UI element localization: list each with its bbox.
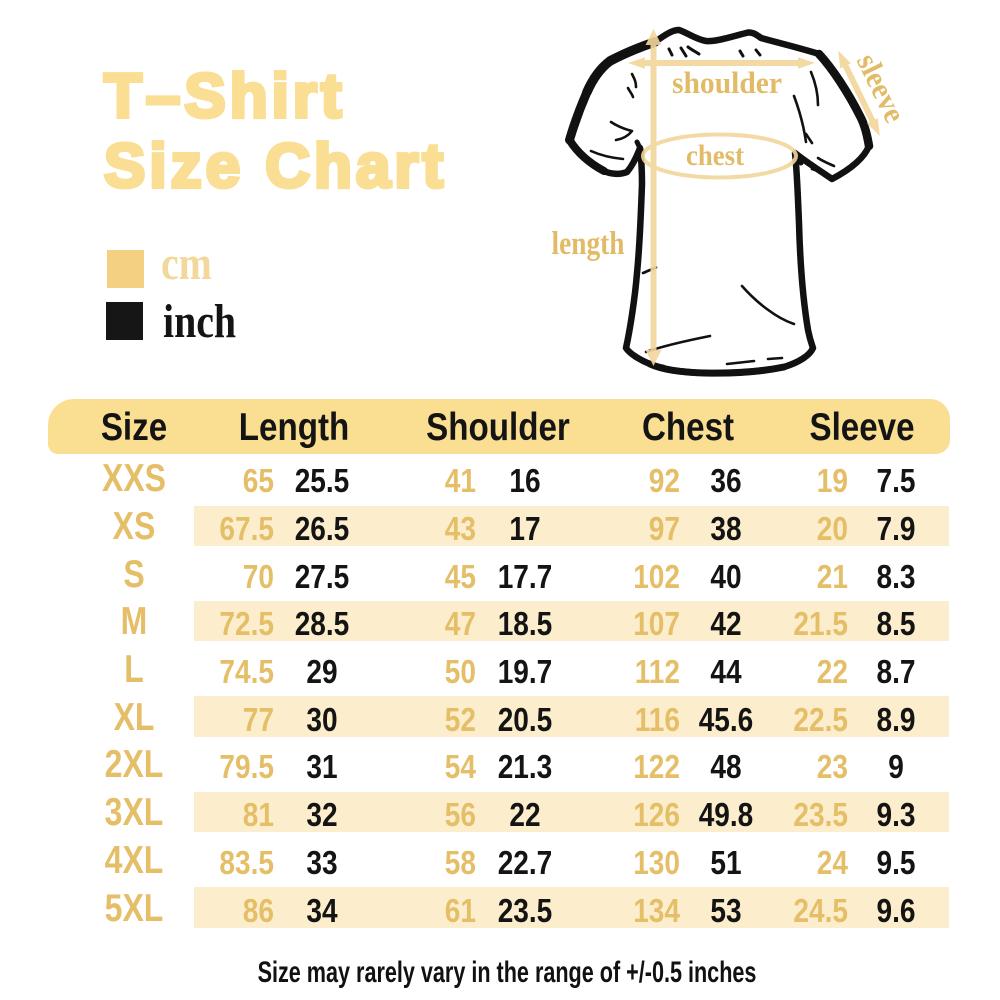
svg-text:chest: chest: [686, 139, 744, 172]
svg-text:shoulder: shoulder: [672, 65, 782, 100]
svg-text:length: length: [552, 226, 625, 262]
